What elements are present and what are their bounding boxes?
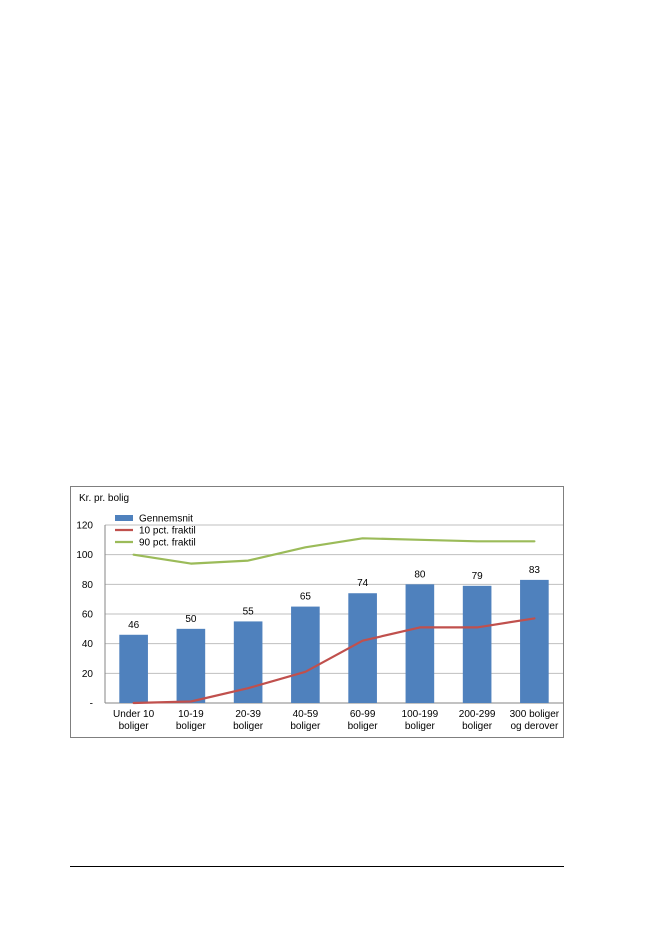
bar xyxy=(520,579,549,703)
bar-data-label: 55 xyxy=(243,606,255,617)
x-tick-label: boliger xyxy=(348,721,379,732)
line-series-10-pct-fraktil xyxy=(132,617,536,705)
chart-frame: Kr. pr. bolig - 20 40 60 80 100 120 46 50 55 65 74 80… xyxy=(70,486,564,738)
footer-rule xyxy=(70,866,564,867)
y-axis-title: Kr. pr. bolig xyxy=(79,493,129,504)
y-tick-label: 80 xyxy=(82,580,94,591)
bar-data-label: 83 xyxy=(529,565,541,576)
y-tick-label: 60 xyxy=(82,610,94,621)
x-tick-label: boliger xyxy=(233,721,264,732)
x-tick-label: boliger xyxy=(462,721,493,732)
x-tick-label: 300 boliger xyxy=(510,709,560,720)
y-tick-label: 20 xyxy=(82,669,94,680)
y-tick-label: 40 xyxy=(82,639,94,650)
bar xyxy=(348,593,377,703)
x-tick-label: Under 10 xyxy=(113,709,155,720)
x-tick-label: og derover xyxy=(510,721,558,732)
x-tick-label: boliger xyxy=(290,721,321,732)
x-tick-label: boliger xyxy=(119,721,150,732)
bar-data-label: 65 xyxy=(300,592,312,603)
x-tick-label: 40-59 xyxy=(293,709,319,720)
y-tick-label: 100 xyxy=(76,550,93,561)
bar-data-label: 79 xyxy=(472,571,484,582)
x-tick-label: 200-299 xyxy=(459,709,496,720)
bar-data-label: 80 xyxy=(414,569,426,580)
bar xyxy=(119,634,148,703)
combo-chart: Kr. pr. bolig - 20 40 60 80 100 120 46 50 55 65 74 80… xyxy=(76,493,563,732)
legend-entry: Gennemsnit xyxy=(139,514,193,525)
x-tick-label: 100-199 xyxy=(402,709,439,720)
x-tick-label: 60-99 xyxy=(350,709,376,720)
x-tick-label: boliger xyxy=(176,721,207,732)
bar xyxy=(405,584,435,703)
bar-data-label: 50 xyxy=(185,614,197,625)
bar xyxy=(291,606,320,703)
x-tick-label: boliger xyxy=(405,721,436,732)
line-series-90-pct-fraktil xyxy=(132,537,536,565)
x-tick-label: 20-39 xyxy=(235,709,261,720)
legend-swatch xyxy=(115,515,133,521)
legend-entry: 10 pct. fraktil xyxy=(139,526,196,537)
x-tick-label: 10-19 xyxy=(178,709,204,720)
legend-entry: 90 pct. fraktil xyxy=(139,538,196,549)
y-tick-label: - xyxy=(90,699,93,710)
bar xyxy=(176,628,206,703)
y-tick-label: 120 xyxy=(76,521,93,532)
bar-data-label: 46 xyxy=(128,620,140,631)
bar xyxy=(462,585,492,703)
bar-data-label: 74 xyxy=(357,578,369,589)
